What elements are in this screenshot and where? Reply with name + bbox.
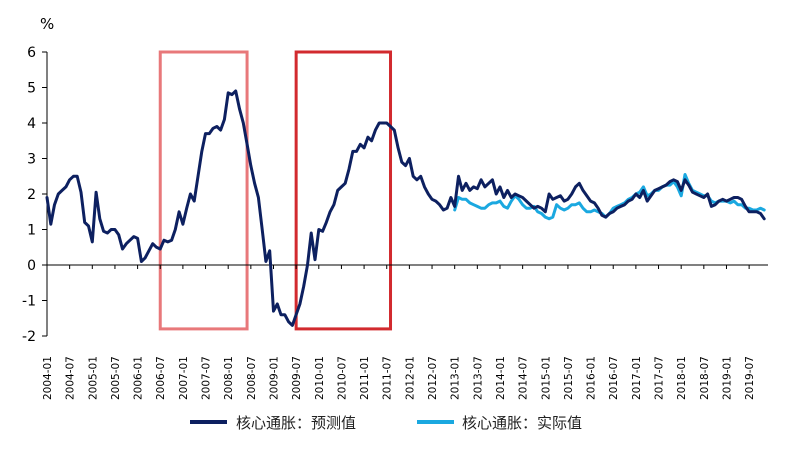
y-tick-label: 5 bbox=[27, 81, 36, 97]
x-tick-label: 2012-01 bbox=[404, 356, 416, 400]
x-tick-label: 2012-07 bbox=[427, 356, 439, 400]
y-tick-label: 6 bbox=[27, 45, 36, 61]
x-axis: 2004-01 2004-07 2005-01 2005-07 2006-01 2006-… bbox=[42, 264, 768, 400]
x-tick-label: 2018-01 bbox=[676, 356, 688, 400]
x-tick-label: 2013-01 bbox=[450, 356, 462, 400]
x-tick-label: 2016-07 bbox=[608, 356, 620, 400]
x-tick-label: 2019-01 bbox=[721, 356, 733, 400]
x-tick-label: 2013-07 bbox=[472, 356, 484, 400]
legend: 核心通胀：预测值 核心通胀：实际值 bbox=[190, 414, 582, 432]
highlight-box-2 bbox=[294, 50, 393, 331]
x-tick-label: 2007-01 bbox=[178, 356, 190, 400]
legend-label-actual: 核心通胀：实际值 bbox=[462, 414, 582, 432]
y-tick-label: -1 bbox=[22, 294, 36, 310]
x-tick-label: 2010-07 bbox=[336, 356, 348, 400]
y-tick-label: 3 bbox=[27, 152, 36, 168]
x-tick-label: 2007-07 bbox=[201, 356, 213, 400]
x-tick-label: 2014-07 bbox=[518, 356, 530, 400]
x-tick-label: 2014-01 bbox=[495, 356, 507, 400]
x-tick-label: 2004-01 bbox=[42, 356, 54, 400]
x-tick-label: 2005-07 bbox=[110, 356, 122, 400]
x-tick-label: 2010-01 bbox=[314, 356, 326, 400]
y-tick-label: -2 bbox=[22, 329, 36, 345]
x-tick-label: 2016-01 bbox=[586, 356, 598, 400]
x-tick-label: 2017-07 bbox=[654, 356, 666, 400]
highlight-boxes bbox=[158, 50, 393, 331]
x-tick-label: 2008-01 bbox=[223, 356, 235, 400]
x-tick-label: 2006-01 bbox=[133, 356, 145, 400]
y-tick-label: 0 bbox=[27, 258, 36, 274]
x-tick-label: 2009-07 bbox=[291, 356, 303, 400]
series-line-predicted bbox=[45, 89, 766, 327]
y-tick-label: 4 bbox=[27, 116, 36, 132]
x-tick-label: 2006-07 bbox=[155, 356, 167, 400]
series-lines bbox=[45, 89, 766, 327]
x-tick-label: 2011-01 bbox=[359, 356, 371, 400]
y-axis-unit-label: % bbox=[40, 15, 54, 33]
x-tick-label: 2017-01 bbox=[631, 356, 643, 400]
highlight-box-1 bbox=[158, 50, 249, 331]
x-tick-label: 2018-07 bbox=[699, 356, 711, 400]
x-tick-label: 2009-01 bbox=[268, 356, 280, 400]
x-tick-label: 2008-07 bbox=[246, 356, 258, 400]
x-tick-label: 2004-07 bbox=[65, 356, 77, 400]
x-tick-label: 2011-07 bbox=[382, 356, 394, 400]
y-tick-label: 1 bbox=[27, 223, 36, 239]
x-tick-label: 2019-07 bbox=[744, 356, 756, 400]
legend-label-predicted: 核心通胀：预测值 bbox=[236, 414, 356, 432]
x-tick-label: 2005-01 bbox=[87, 356, 99, 400]
y-axis: 6 5 4 3 2 1 0 -1 -2 bbox=[22, 45, 48, 345]
x-tick-label: 2015-07 bbox=[563, 356, 575, 400]
x-tick-label: 2015-01 bbox=[540, 356, 552, 400]
y-tick-label: 2 bbox=[27, 187, 36, 203]
